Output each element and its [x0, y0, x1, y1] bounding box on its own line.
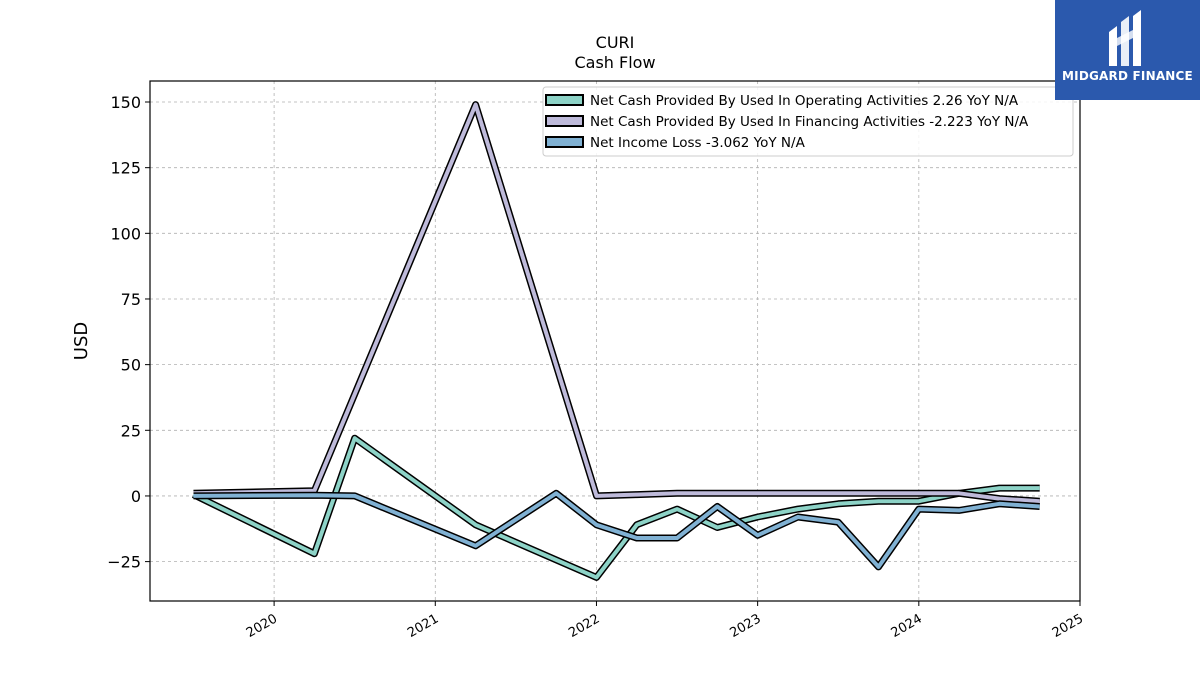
y-tick-label: 75 [121, 290, 141, 309]
brand-name: MIDGARD FINANCE [1062, 69, 1193, 83]
series-outline-1 [193, 101, 1040, 505]
legend-swatch-2 [545, 136, 584, 148]
x-tick-label: 2022 [566, 611, 602, 641]
y-axis-label: USD [71, 322, 92, 360]
x-tick-label: 2023 [727, 611, 763, 641]
x-tick-label: 2024 [889, 611, 925, 641]
legend-label-0: Net Cash Provided By Used In Operating A… [590, 93, 1019, 109]
legend-label-2: Net Income Loss -3.062 YoY N/A [590, 135, 806, 151]
y-tick-label: 25 [121, 421, 141, 440]
y-tick-label: 100 [110, 224, 141, 243]
chart-title: CURI [596, 33, 635, 52]
legend-label-1: Net Cash Provided By Used In Financing A… [590, 114, 1029, 130]
axis-ticks: −25 0 25 50 75 100 125 150 2020 2021 2022 2023 2024 2… [107, 93, 1086, 641]
y-tick-label: 0 [131, 487, 141, 506]
legend: Net Cash Provided By Used In Operating A… [542, 86, 1074, 157]
y-tick-label: −25 [107, 553, 141, 572]
midgard-logo-icon [1109, 10, 1141, 66]
y-tick-label: 150 [110, 93, 141, 112]
x-tick-label: 2020 [244, 611, 280, 641]
series-layer [191, 101, 1040, 581]
series-outline-0 [191, 434, 1040, 581]
legend-swatch-1 [545, 115, 584, 127]
x-tick-label: 2025 [1050, 611, 1086, 641]
chart-subtitle: Cash Flow [574, 53, 655, 72]
y-tick-label: 125 [110, 159, 141, 178]
grid-lines [150, 81, 1080, 601]
series-line-1 [193, 102, 1040, 504]
plot-area-frame [149, 80, 1081, 602]
x-tick-label: 2021 [405, 611, 441, 641]
y-tick-label: 50 [121, 356, 141, 375]
series-line-2 [193, 491, 1040, 569]
legend-box [542, 86, 1074, 157]
legend-swatch-0 [545, 94, 584, 106]
midgard-finance-logo: MIDGARD FINANCE [1055, 0, 1200, 100]
